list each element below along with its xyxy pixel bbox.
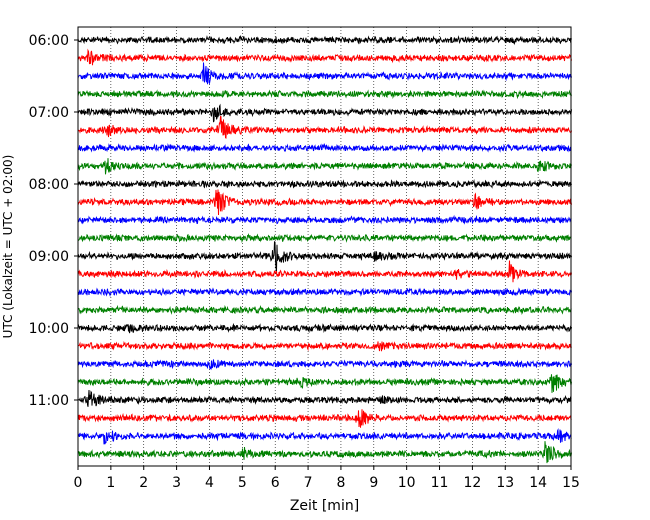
x-tick-label: 5 xyxy=(238,475,247,491)
seismogram-trace xyxy=(77,241,572,272)
y-tick-label: 07:00 xyxy=(29,105,69,121)
x-tick-label: 9 xyxy=(369,475,378,491)
x-axis-ticks: 0 1 2 3 4 5 6 7 8 9 10 11 12 13 14 15 xyxy=(74,466,580,491)
x-tick-label: 6 xyxy=(271,475,280,491)
x-tick-label: 8 xyxy=(336,475,345,491)
seismogram-trace xyxy=(77,178,572,189)
y-tick-label: 10:00 xyxy=(29,321,69,337)
seismogram-trace xyxy=(77,287,572,297)
seismogram-trace xyxy=(77,189,572,216)
seismogram-traces xyxy=(77,34,572,464)
seismogram-trace xyxy=(77,103,572,123)
seismogram-trace xyxy=(77,409,572,428)
seismogram-trace xyxy=(77,115,572,139)
seismogram-trace xyxy=(77,427,572,445)
seismogram-trace xyxy=(77,48,572,66)
y-tick-label: 09:00 xyxy=(29,249,69,265)
seismogram-trace xyxy=(77,232,572,244)
x-tick-label: 14 xyxy=(529,475,547,491)
y-axis-ticks: 06:00 07:00 08:00 09:00 10:00 11:00 xyxy=(29,33,78,409)
y-axis-label: UTC (Lokalzeit = UTC + 02:00) xyxy=(1,155,15,339)
y-tick-label: 08:00 xyxy=(29,177,69,193)
seismogram-trace xyxy=(77,214,572,225)
plot-frame xyxy=(77,26,572,467)
x-tick-label: 7 xyxy=(304,475,313,491)
x-tick-label: 1 xyxy=(106,475,115,491)
x-tick-label: 10 xyxy=(398,475,416,491)
seismogram-trace xyxy=(77,441,572,464)
x-tick-label: 3 xyxy=(172,475,181,491)
seismogram-trace xyxy=(77,142,572,153)
seismogram-trace xyxy=(77,304,572,316)
seismogram-trace xyxy=(77,322,572,334)
x-tick-label: 0 xyxy=(74,475,83,491)
x-tick-label: 11 xyxy=(431,475,449,491)
x-tick-label: 12 xyxy=(463,475,481,491)
y-tick-label: 11:00 xyxy=(29,393,69,409)
x-tick-label: 4 xyxy=(205,475,214,491)
seismogram-trace xyxy=(77,359,572,371)
seismogram-trace xyxy=(78,389,572,407)
seismogram-trace xyxy=(77,158,572,175)
seismogram-trace xyxy=(77,34,572,46)
seismogram-trace xyxy=(77,374,572,393)
x-axis-label: Zeit [min] xyxy=(290,498,359,514)
seismogram-trace xyxy=(77,89,572,100)
x-tick-label: 2 xyxy=(139,475,148,491)
y-tick-label: 06:00 xyxy=(29,33,69,49)
seismogram-trace xyxy=(77,62,572,85)
seismogram-trace xyxy=(77,260,572,283)
x-tick-label: 13 xyxy=(496,475,514,491)
x-tick-label: 15 xyxy=(562,475,580,491)
seismogram-trace xyxy=(77,340,572,352)
